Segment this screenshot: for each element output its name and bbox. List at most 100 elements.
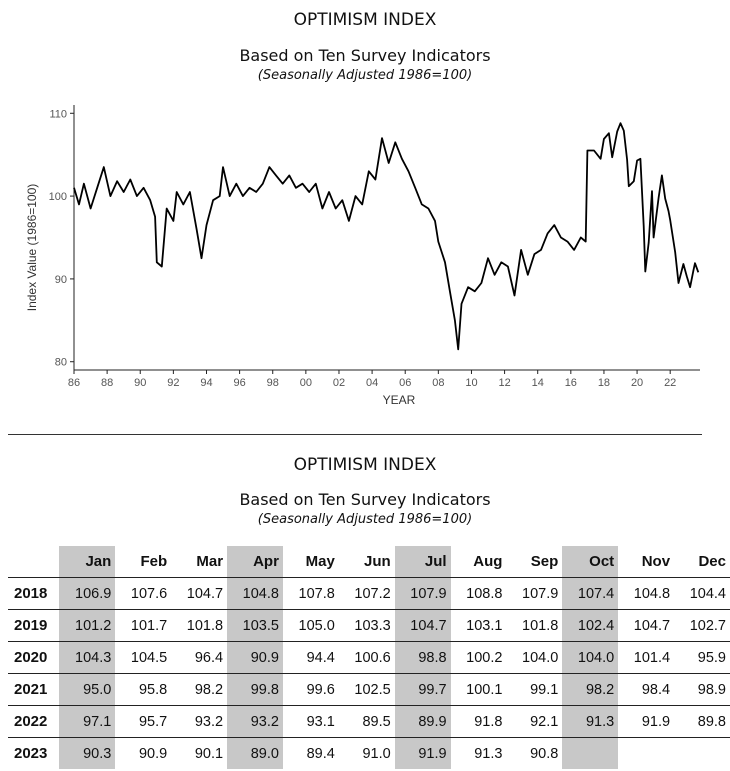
table-cell: 101.2	[59, 609, 116, 642]
table-cell: 101.7	[115, 609, 172, 642]
table-cell: 102.7	[674, 609, 730, 642]
table-cell: 104.0	[506, 641, 563, 674]
month-header: May	[305, 553, 335, 570]
series-line	[73, 122, 700, 351]
x-tick-label: 20	[631, 377, 643, 389]
table-row: 2019 101.2 101.7 101.8 103.5 105.0 103.3 104.7 1…	[8, 609, 730, 642]
month-header: Sep	[530, 553, 559, 570]
table-cell: 104.3	[59, 641, 116, 674]
x-axis-label: YEAR	[383, 393, 416, 407]
table-cell: 93.2	[171, 705, 228, 738]
table-cell: 107.9	[394, 577, 451, 610]
table-cell: 99.7	[394, 673, 451, 706]
table-cell: 104.7	[394, 609, 451, 642]
table-cell: 95.7	[115, 705, 172, 738]
chart-title: OPTIMISM INDEX	[293, 10, 437, 30]
table-cell: 102.4	[562, 609, 619, 642]
table-cell: 89.9	[394, 705, 451, 738]
table-cell: 102.5	[338, 673, 395, 706]
table-cell: 101.4	[618, 641, 675, 674]
table-cell: 104.7	[618, 609, 675, 642]
x-tick-label: 12	[498, 377, 510, 389]
table-cell: 106.9	[59, 577, 116, 610]
table-cell: 95.9	[674, 641, 730, 674]
table-cell: 98.9	[674, 673, 730, 706]
table-cell: 100.1	[450, 673, 507, 706]
table-cell: 101.8	[171, 609, 228, 642]
table-cell: 100.6	[338, 641, 395, 674]
x-tick-label: 18	[598, 377, 610, 389]
year-label: 2020	[8, 641, 60, 674]
month-header: Mar	[196, 553, 224, 570]
table-cell: 104.8	[618, 577, 675, 610]
table-cell	[674, 737, 730, 769]
table-cell: 93.1	[282, 705, 339, 738]
table-cell: 99.1	[506, 673, 563, 706]
table-cell: 95.0	[59, 673, 116, 706]
table-cell: 98.8	[394, 641, 451, 674]
y-tick-label: 110	[49, 108, 67, 120]
x-tick-label: 96	[233, 377, 245, 389]
x-tick-label: 98	[267, 377, 279, 389]
month-header: Feb	[140, 553, 168, 570]
table-cell: 105.0	[282, 609, 339, 642]
x-tick-label: 22	[664, 377, 676, 389]
table-cell: 89.8	[674, 705, 730, 738]
month-header: Dec	[698, 553, 726, 570]
x-tick-label: 90	[134, 377, 146, 389]
table-cell: 108.8	[450, 577, 507, 610]
table-cell: 98.4	[618, 673, 675, 706]
month-header: Jun	[364, 553, 391, 570]
y-tick-label: 100	[49, 191, 67, 203]
table-cell: 103.5	[227, 609, 283, 642]
table-note: (Seasonally Adjusted 1986=100)	[257, 512, 473, 527]
table-subtitle: Based on Ten Survey Indicators	[239, 490, 491, 509]
month-header: Oct	[562, 546, 619, 578]
table-cell: 98.2	[562, 673, 619, 706]
table-cell: 107.8	[282, 577, 339, 610]
x-tick-label: 94	[200, 377, 212, 389]
table-cell: 104.7	[171, 577, 228, 610]
table-cell: 90.9	[227, 641, 283, 674]
table-cell: 104.5	[115, 641, 172, 674]
chart-note: (Seasonally Adjusted 1986=100)	[257, 68, 473, 83]
table-cell: 104.8	[227, 577, 283, 610]
x-tick-label: 16	[565, 377, 577, 389]
table-cell: 91.3	[450, 737, 507, 769]
table-header-row: Jan Feb Mar Apr May Jun Jul Aug Sep Oct Nov Dec	[8, 546, 730, 578]
chart-subtitle: Based on Ten Survey Indicators	[239, 46, 491, 65]
x-tick-label: 86	[68, 377, 80, 389]
table-cell: 99.6	[282, 673, 339, 706]
x-tick-label: 88	[101, 377, 113, 389]
month-header: Jan	[59, 546, 116, 578]
table-row: 2018 106.9 107.6 104.7 104.8 107.8 107.2 107.9 1…	[8, 577, 730, 610]
table-cell: 91.9	[618, 705, 675, 738]
table-row: 2020 104.3 104.5 96.4 90.9 94.4 100.6 98.8 100.2…	[8, 641, 730, 674]
table-cell: 89.4	[282, 737, 339, 769]
table-row: 2022 97.1 95.7 93.2 93.2 93.1 89.5 89.9 91.8 92.1…	[8, 705, 730, 738]
table-body: 2018 106.9 107.6 104.7 104.8 107.8 107.2 107.9 1…	[8, 577, 730, 769]
x-tick-label: 14	[532, 377, 544, 389]
table-cell: 103.1	[450, 609, 507, 642]
index-table: Jan Feb Mar Apr May Jun Jul Aug Sep Oct Nov Dec 201…	[8, 546, 730, 769]
table-cell: 92.1	[506, 705, 563, 738]
year-label: 2018	[8, 577, 60, 610]
table-cell: 107.4	[562, 577, 619, 610]
x-tick-label: 02	[333, 377, 345, 389]
y-axis-label: Index Value (1986=100)	[25, 184, 39, 312]
table-corner	[8, 546, 59, 578]
table-cell: 107.2	[338, 577, 395, 610]
table-cell: 101.8	[506, 609, 563, 642]
table-cell: 90.9	[115, 737, 172, 769]
year-label: 2022	[8, 705, 60, 738]
section-divider	[8, 434, 702, 435]
y-tick-label: 80	[55, 357, 67, 369]
table-cell: 91.9	[394, 737, 451, 769]
table-cell: 94.4	[282, 641, 339, 674]
table-cell: 99.8	[227, 673, 283, 706]
month-header: Apr	[227, 546, 283, 578]
table-cell: 91.8	[450, 705, 507, 738]
month-header: Nov	[641, 553, 671, 570]
x-tick-label: 08	[432, 377, 444, 389]
table-cell: 93.2	[227, 705, 283, 738]
